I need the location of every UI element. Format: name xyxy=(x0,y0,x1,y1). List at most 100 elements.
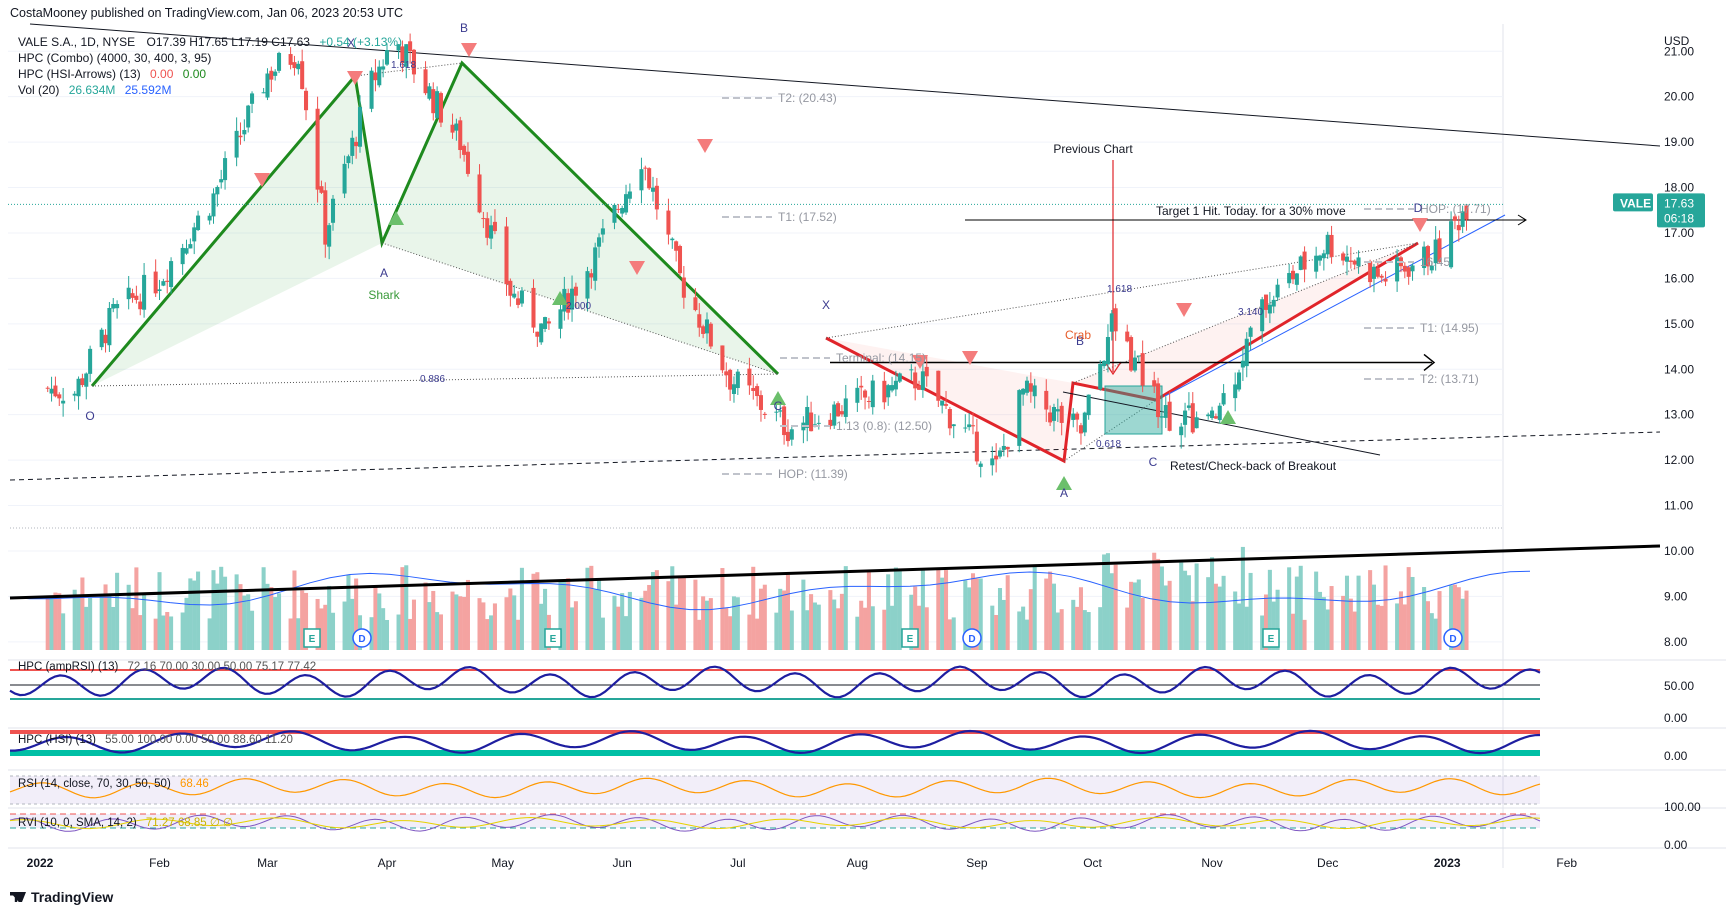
rvi-tick: 100.00 xyxy=(1664,800,1701,814)
candle-body xyxy=(1317,255,1323,261)
level-label: T1: (14.95) xyxy=(1420,321,1479,335)
tradingview-brand[interactable]: TradingView xyxy=(10,889,113,905)
volume-bar xyxy=(620,593,625,650)
hsi-pane-label[interactable]: HPC (HSI) (13) 55.00 100.00 0.00 50.00 8… xyxy=(18,734,293,746)
volume-bar xyxy=(292,570,297,650)
volume-bar xyxy=(870,606,875,650)
volume-bar xyxy=(354,578,359,650)
volume-bar xyxy=(485,619,490,650)
candle-body xyxy=(477,174,482,213)
volume-bar xyxy=(1055,612,1060,650)
volume-bar xyxy=(342,601,347,650)
level-label: T2: (13.71) xyxy=(1420,372,1479,386)
candle-body xyxy=(357,107,363,147)
level-label: Terminal: (14.15) xyxy=(836,351,926,365)
volume-bar xyxy=(1190,601,1195,650)
legend-indicator-combo[interactable]: HPC (Combo) (4000, 30, 400, 3, 95) xyxy=(18,51,212,65)
candle-body xyxy=(1086,394,1091,416)
volume-bars xyxy=(9,546,1531,650)
candle-body xyxy=(936,370,941,401)
candle-body xyxy=(997,450,1003,457)
hsi-bottom-band xyxy=(10,750,1540,756)
legend-symbol: VALE S.A., 1D, NYSE xyxy=(18,35,136,49)
volume-bar xyxy=(215,583,220,650)
candle-body xyxy=(454,123,459,131)
candle-body xyxy=(1213,416,1218,419)
volume-bar xyxy=(1098,607,1103,650)
volume-bar xyxy=(920,568,925,650)
volume-bar xyxy=(400,567,405,650)
volume-bar xyxy=(1264,594,1269,650)
volume-bar xyxy=(1344,575,1350,650)
shark-fill-1 xyxy=(92,76,382,386)
volume-bar xyxy=(1109,573,1114,650)
legend-arrows-v2: 0.00 xyxy=(182,67,207,81)
volume-bar xyxy=(1105,553,1110,650)
volume-bar xyxy=(693,579,698,650)
candle-body xyxy=(242,129,247,135)
volume-bar xyxy=(411,599,416,650)
volume-bar xyxy=(234,574,239,650)
volume-bar xyxy=(1237,603,1242,650)
volume-bar xyxy=(570,607,575,650)
candle-body xyxy=(465,151,470,174)
candle-body xyxy=(1402,265,1407,272)
crab-ratio-line xyxy=(1063,399,1157,462)
volume-bar xyxy=(701,596,706,650)
volume-bar xyxy=(1024,619,1030,650)
volume-bar xyxy=(369,617,374,650)
candle-body xyxy=(886,385,891,398)
candle-body xyxy=(1329,234,1334,257)
rvi-pane-label[interactable]: RVI (10, 0, SMA, 14, 2) 71.27 68.85 ∅ ∅ xyxy=(18,815,233,829)
down-arrow-icon xyxy=(461,43,477,57)
candle-body xyxy=(350,137,355,156)
candle-body xyxy=(681,277,686,298)
candle-body xyxy=(944,404,949,406)
volume-bar xyxy=(674,604,679,650)
volume-bar xyxy=(643,590,648,650)
volume-bar xyxy=(681,575,686,650)
volume-bar xyxy=(1244,606,1249,650)
legend-symbol-row[interactable]: VALE S.A., 1D, NYSE O17.39 H17.65 L17.19… xyxy=(18,34,402,50)
x-tick-label: Apr xyxy=(378,856,397,870)
up-arrow-icon xyxy=(1220,410,1236,424)
volume-bar xyxy=(1001,599,1006,650)
amprsi-pane-label[interactable]: HPC (ampRSI) (13) 72.16 70.00 30.00 50.0… xyxy=(18,661,316,673)
candle-body xyxy=(165,280,170,282)
candle-body xyxy=(1429,265,1434,271)
volume-bar xyxy=(223,576,228,650)
volume-bar xyxy=(843,566,848,650)
volume-bar xyxy=(196,571,201,650)
down-arrow-icon xyxy=(1176,303,1192,317)
candle-body xyxy=(481,218,486,220)
candle-body xyxy=(674,241,679,251)
candle-body xyxy=(1352,260,1357,265)
volume-bar xyxy=(566,578,571,650)
volume-bar xyxy=(219,566,224,650)
amprsi-label: HPC (ampRSI) (13) xyxy=(18,661,119,673)
symbol-tag-bg xyxy=(1613,193,1653,212)
candle-body xyxy=(49,388,54,394)
volume-bar xyxy=(539,603,544,650)
candle-body xyxy=(731,384,736,394)
candle-body xyxy=(519,290,524,304)
legend-volume[interactable]: Vol (20) 26.634M 25.592M xyxy=(18,82,402,98)
rsi-pane-label[interactable]: RSI (14, close, 70, 30, 50, 50) 68.46 xyxy=(18,778,209,790)
y-tick-label: 21.00 xyxy=(1664,44,1694,58)
legend-indicator-arrows[interactable]: HPC (HSI-Arrows) (13) 0.00 0.00 xyxy=(18,66,402,82)
candle-body xyxy=(411,49,416,75)
volume-bar xyxy=(1086,612,1091,650)
volume-bar xyxy=(1152,552,1157,650)
candle-body xyxy=(277,52,282,71)
candle-body xyxy=(381,66,386,70)
candle-body xyxy=(1271,299,1276,307)
volume-bar xyxy=(80,577,85,650)
volume-bar xyxy=(978,578,983,650)
candle-body xyxy=(1078,425,1083,434)
ratio-label: 0.618 xyxy=(1096,439,1121,450)
candle-body xyxy=(1264,294,1269,310)
candle-body xyxy=(1098,363,1103,390)
candle-body xyxy=(666,210,671,235)
candle-body xyxy=(1113,308,1118,332)
